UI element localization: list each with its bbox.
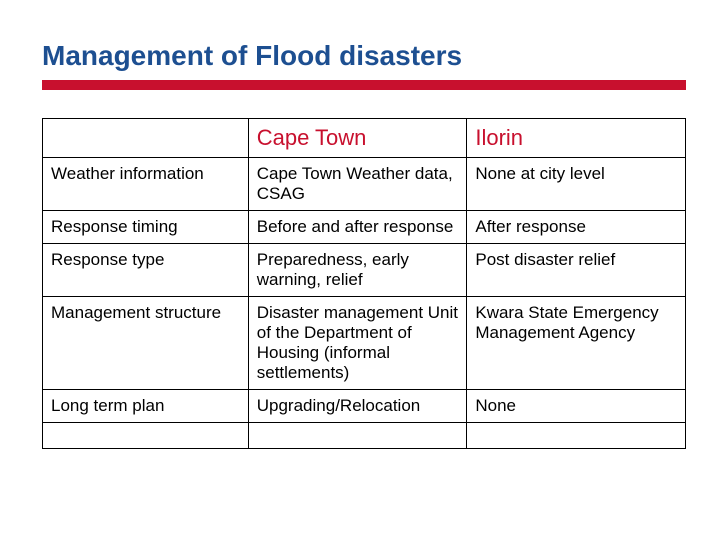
cell-value: Cape Town Weather data,CSAG <box>248 158 467 211</box>
cell-value: Kwara State Emergency Management Agency <box>467 297 686 390</box>
cell-value: None <box>467 390 686 423</box>
cell-value: Disaster management Unit of the Departme… <box>248 297 467 390</box>
row-label: Weather information <box>43 158 249 211</box>
cell-value: Post disaster relief <box>467 244 686 297</box>
accent-bar <box>42 80 686 90</box>
table-row: Long term plan Upgrading/Relocation None <box>43 390 686 423</box>
row-label: Management structure <box>43 297 249 390</box>
row-label: Response type <box>43 244 249 297</box>
header-blank <box>43 119 249 158</box>
header-capetown: Cape Town <box>248 119 467 158</box>
table-row: Response timing Before and after respons… <box>43 211 686 244</box>
cell-value: Preparedness, early warning, relief <box>248 244 467 297</box>
table-row: Response type Preparedness, early warnin… <box>43 244 686 297</box>
table-row: Management structure Disaster management… <box>43 297 686 390</box>
header-ilorin: Ilorin <box>467 119 686 158</box>
cell-value: After response <box>467 211 686 244</box>
table-header-row: Cape Town Ilorin <box>43 119 686 158</box>
table-row-empty <box>43 423 686 449</box>
empty-cell <box>467 423 686 449</box>
row-label: Long term plan <box>43 390 249 423</box>
cell-value: Before and after response <box>248 211 467 244</box>
cell-value: None at city level <box>467 158 686 211</box>
empty-cell <box>43 423 249 449</box>
slide-title: Management of Flood disasters <box>42 40 686 72</box>
empty-cell <box>248 423 467 449</box>
comparison-table: Cape Town Ilorin Weather information Cap… <box>42 118 686 449</box>
row-label: Response timing <box>43 211 249 244</box>
table-row: Weather information Cape Town Weather da… <box>43 158 686 211</box>
cell-value: Upgrading/Relocation <box>248 390 467 423</box>
